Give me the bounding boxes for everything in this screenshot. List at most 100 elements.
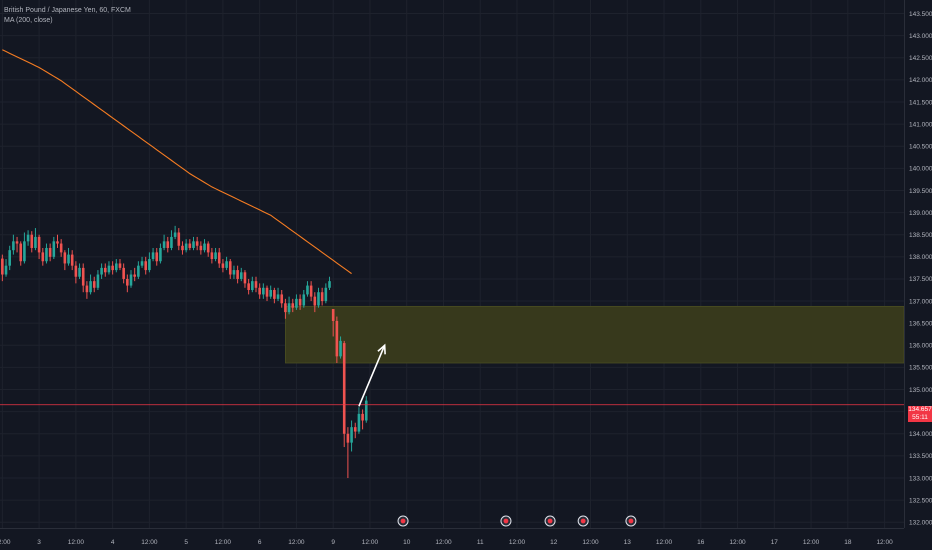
time-axis[interactable]: 12:00 3 12:00 4 12:00 5 12:00 6 12:00 9 12:00 10 12:… [0, 528, 904, 547]
candle[interactable] [251, 276, 254, 293]
candle[interactable] [133, 267, 136, 282]
candle[interactable] [122, 263, 125, 284]
event-flag-icon[interactable] [397, 515, 409, 527]
candle[interactable] [181, 241, 184, 255]
candle[interactable] [317, 287, 320, 308]
candle[interactable] [328, 276, 331, 290]
candle[interactable] [48, 243, 52, 262]
candle[interactable] [269, 285, 272, 299]
candle[interactable] [298, 294, 302, 310]
candle[interactable] [12, 234, 15, 255]
candle[interactable] [118, 259, 122, 271]
candle[interactable] [353, 422, 357, 439]
candle[interactable] [243, 270, 247, 288]
candle[interactable] [247, 278, 250, 295]
candle[interactable] [188, 239, 192, 251]
candle[interactable] [350, 420, 353, 452]
candle[interactable] [199, 241, 203, 255]
symbol-title[interactable]: British Pound / Japanese Yen, 60, FXCM [4, 7, 131, 14]
candle[interactable] [67, 247, 70, 266]
candle[interactable] [195, 236, 199, 251]
candle[interactable] [30, 231, 34, 253]
candle[interactable] [214, 247, 217, 262]
event-flag-icon[interactable] [577, 515, 589, 527]
arrow-shaft[interactable] [358, 344, 386, 407]
candle[interactable] [126, 274, 129, 293]
candle[interactable] [89, 274, 92, 295]
candle[interactable] [63, 250, 67, 271]
candle[interactable] [225, 256, 228, 271]
candle[interactable] [291, 298, 295, 313]
candle[interactable] [56, 234, 59, 248]
candle[interactable] [306, 281, 309, 297]
supply-zone[interactable] [285, 305, 905, 364]
candle[interactable] [258, 283, 261, 299]
candle[interactable] [239, 267, 243, 282]
price-axis[interactable]: 132.000132.500133.000133.500134.000134.5… [904, 0, 932, 528]
candle[interactable] [203, 239, 206, 253]
candle[interactable] [166, 236, 170, 253]
candle[interactable] [276, 287, 280, 302]
candle[interactable] [1, 254, 4, 282]
candle[interactable] [184, 239, 188, 253]
candle[interactable] [34, 228, 37, 251]
candle[interactable] [115, 259, 118, 273]
candle[interactable] [265, 285, 269, 302]
candle[interactable] [324, 283, 328, 304]
candle[interactable] [210, 247, 214, 264]
candle[interactable] [284, 298, 287, 319]
candle[interactable] [159, 243, 162, 264]
candle[interactable] [140, 256, 144, 268]
candle[interactable] [129, 270, 133, 288]
candle[interactable] [107, 261, 111, 275]
candle[interactable] [92, 276, 96, 293]
candle[interactable] [85, 281, 89, 299]
candle[interactable] [162, 234, 166, 251]
zone-rectangle[interactable] [285, 305, 905, 364]
candle[interactable] [173, 225, 177, 240]
candle[interactable] [151, 247, 155, 262]
candle[interactable] [331, 309, 335, 337]
candle[interactable] [8, 245, 12, 271]
candle[interactable] [45, 243, 48, 264]
candles[interactable] [1, 225, 368, 479]
candle[interactable] [342, 340, 346, 448]
candle[interactable] [335, 316, 339, 363]
candle[interactable] [26, 230, 30, 246]
candle[interactable] [23, 232, 26, 264]
event-markers[interactable] [397, 515, 637, 527]
event-flag-icon[interactable] [625, 515, 637, 527]
moving-average-line[interactable] [2, 49, 352, 275]
candle[interactable] [295, 294, 298, 310]
candle[interactable] [155, 247, 159, 266]
candle[interactable] [280, 290, 284, 308]
candle[interactable] [232, 265, 236, 279]
candle[interactable] [74, 261, 78, 284]
event-flag-icon[interactable] [544, 515, 556, 527]
arrow-drawing[interactable] [358, 343, 386, 407]
candle[interactable] [148, 252, 151, 273]
candle[interactable] [59, 239, 63, 257]
candle[interactable] [313, 292, 317, 313]
candle[interactable] [287, 296, 291, 315]
candle[interactable] [103, 263, 107, 277]
candle[interactable] [137, 261, 140, 279]
arrow-head[interactable] [377, 343, 386, 355]
candle[interactable] [70, 250, 74, 271]
candle[interactable] [52, 236, 56, 260]
candle[interactable] [217, 247, 221, 268]
candle[interactable] [361, 409, 364, 430]
candle[interactable] [19, 241, 23, 266]
ma-indicator-label[interactable]: MA (200, close) [4, 17, 53, 24]
candle[interactable] [37, 234, 41, 260]
candle[interactable] [15, 236, 19, 253]
candle[interactable] [192, 236, 195, 251]
candle[interactable] [273, 287, 276, 304]
candle[interactable] [221, 259, 225, 273]
candle[interactable] [339, 336, 342, 359]
candle[interactable] [144, 256, 148, 275]
candle[interactable] [78, 263, 81, 279]
candle[interactable] [262, 283, 265, 299]
